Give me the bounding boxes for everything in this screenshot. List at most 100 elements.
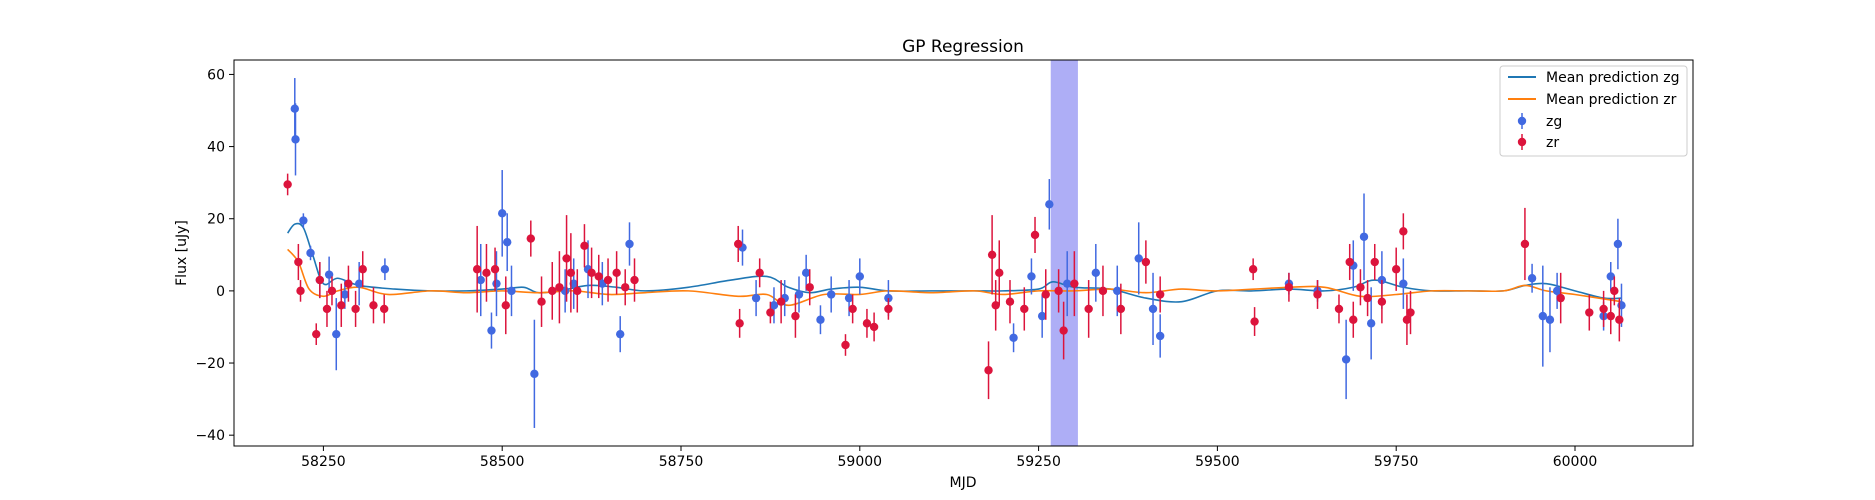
zg-point [1545, 315, 1555, 324]
zr-point [991, 301, 1000, 310]
zr-point [537, 297, 546, 306]
zr-point [1606, 311, 1615, 321]
zr-point [995, 268, 1004, 278]
zg-point [291, 135, 300, 144]
zr-point [1284, 283, 1294, 292]
zg-point [306, 248, 315, 258]
zg-point [507, 286, 516, 296]
zr-point [562, 254, 571, 263]
zr-point [296, 286, 305, 296]
y-tick-label: 20 [207, 212, 225, 228]
zr-point [283, 180, 292, 189]
zg-point [616, 329, 625, 339]
zr-point [1370, 257, 1379, 267]
x-tick-label: 59000 [838, 454, 883, 470]
zg-point [380, 265, 390, 274]
series-zr [283, 173, 1624, 400]
zr-point [1615, 315, 1624, 324]
legend-swatch-zg-marker [1517, 116, 1527, 126]
zg-point [816, 315, 825, 324]
zg-point [1155, 331, 1165, 341]
zg-point [625, 239, 634, 249]
zg-point [751, 293, 761, 303]
zr-point [1399, 227, 1408, 236]
zg-point [299, 216, 308, 225]
y-axis-label: Flux [uJy] [174, 220, 190, 286]
x-tick-label: 59750 [1374, 454, 1419, 470]
zg-point [1359, 232, 1369, 241]
zr-point [1070, 279, 1079, 288]
highlight-band [1050, 60, 1078, 446]
zr-point [490, 265, 500, 274]
zg-point [1091, 268, 1101, 278]
zr-point [735, 319, 744, 328]
zr-point [501, 301, 510, 310]
zg-point [801, 268, 811, 278]
zr-point [312, 329, 321, 339]
zr-point [1391, 265, 1401, 274]
zr-point [1356, 283, 1365, 292]
zr-point [1377, 297, 1387, 306]
zg-point [1366, 319, 1376, 328]
zr-point [337, 301, 346, 310]
zg-point [1148, 304, 1158, 314]
zr-point [358, 265, 367, 274]
y-tick-label: 40 [207, 140, 225, 156]
zr-point [322, 304, 332, 314]
zg-point [1063, 279, 1072, 288]
plot-frame [233, 59, 1694, 447]
zg-point [826, 290, 836, 299]
chart-marks [283, 78, 1626, 428]
zr-point [848, 304, 857, 314]
legend-label-zg-line: Mean prediction zg [1546, 70, 1680, 86]
x-tick-label: 58500 [480, 454, 525, 470]
y-tick-label: −40 [195, 428, 225, 444]
zr-point [587, 268, 596, 278]
zr-point [344, 279, 353, 288]
zg-point [1113, 286, 1122, 296]
legend-swatch-zr-marker [1517, 137, 1527, 147]
legend-label-zg: zg [1546, 114, 1562, 130]
zr-point [621, 283, 630, 292]
zr-point [1345, 257, 1354, 267]
zr-point [369, 301, 378, 310]
x-tick-label: 58250 [301, 454, 346, 470]
zr-point [1334, 304, 1344, 314]
x-tick-label: 58750 [659, 454, 704, 470]
zg-point [324, 270, 334, 279]
zg-point [503, 237, 512, 247]
zg-point [476, 275, 485, 285]
zr-point [612, 268, 621, 278]
zr-point [869, 322, 879, 332]
zg-point [844, 293, 854, 303]
zr-point [594, 272, 603, 281]
zg-point [1037, 311, 1047, 321]
zg-point [1134, 254, 1143, 263]
zr-point [734, 239, 743, 249]
zr-point [841, 340, 850, 350]
legend-box [1499, 65, 1688, 157]
x-tick-label: 60000 [1553, 454, 1598, 470]
zr-point [1556, 293, 1565, 303]
zr-point [566, 268, 576, 278]
zg-point [332, 329, 341, 339]
legend: Mean prediction zg Mean prediction zr zg… [1499, 65, 1688, 157]
zr-point [1313, 290, 1322, 299]
zr-point [1020, 304, 1029, 314]
zg-point [492, 279, 501, 288]
zr-point [580, 241, 589, 250]
zg-point [1045, 200, 1054, 209]
y-tick-label: −20 [195, 356, 225, 372]
zg-point [1377, 275, 1387, 285]
zr-point [573, 286, 582, 296]
zr-point [1610, 286, 1619, 296]
zr-point [1054, 286, 1063, 296]
zg-point [794, 290, 804, 299]
zr-point [315, 275, 325, 285]
y-tick-label: 0 [216, 284, 225, 300]
zg-point [530, 369, 539, 379]
zr-point [327, 286, 337, 296]
zr-point [1084, 304, 1093, 314]
x-tick-label: 59500 [1195, 454, 1240, 470]
